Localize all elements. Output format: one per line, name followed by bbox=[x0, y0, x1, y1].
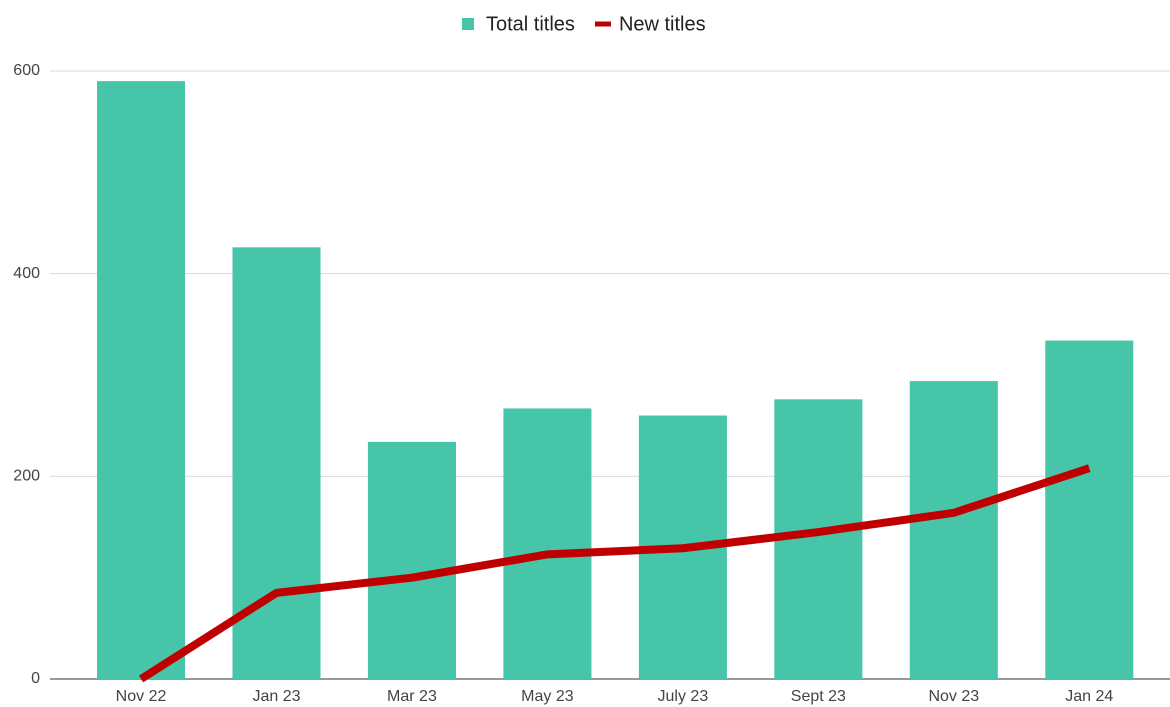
bar bbox=[909, 381, 998, 679]
x-tick-label: July 23 bbox=[658, 688, 709, 705]
bar bbox=[367, 441, 456, 679]
x-tick-label: Mar 23 bbox=[387, 688, 437, 705]
bar bbox=[97, 81, 186, 680]
bar bbox=[1045, 340, 1134, 679]
x-tick-label: May 23 bbox=[521, 688, 574, 705]
x-tick-label: Nov 23 bbox=[928, 688, 979, 705]
x-tick-label: Nov 22 bbox=[116, 688, 167, 705]
line bbox=[138, 464, 1091, 683]
x-tick-label: Jan 24 bbox=[1065, 688, 1113, 705]
legend-swatch bbox=[462, 18, 474, 30]
bar bbox=[503, 408, 592, 679]
legend-label: New titles bbox=[619, 13, 706, 35]
y-tick-label: 0 bbox=[31, 670, 40, 687]
y-tick-label: 400 bbox=[13, 265, 40, 282]
y-tick-label: 200 bbox=[13, 468, 40, 485]
legend-label: Total titles bbox=[486, 13, 575, 35]
y-tick-label: 600 bbox=[13, 62, 40, 79]
x-tick-label: Jan 23 bbox=[252, 688, 300, 705]
x-tick-label: Sept 23 bbox=[791, 688, 846, 705]
